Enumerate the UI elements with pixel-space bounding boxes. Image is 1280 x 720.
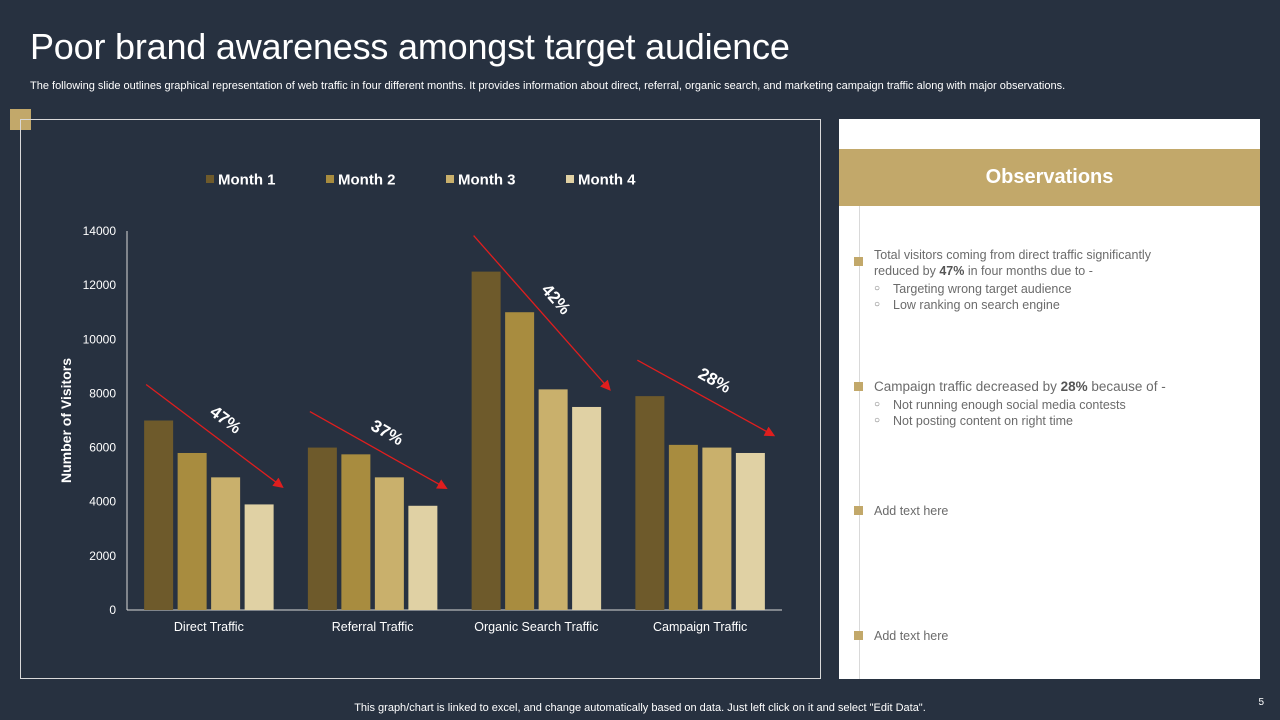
y-tick-label: 10000 — [83, 332, 117, 346]
y-tick-label: 14000 — [83, 224, 117, 238]
trend-arrow — [637, 359, 776, 437]
bar — [668, 444, 698, 610]
bar — [244, 504, 274, 610]
bar — [538, 389, 568, 610]
slide-subtitle: The following slide outlines graphical r… — [30, 80, 1066, 92]
bar — [702, 447, 732, 610]
bar — [341, 454, 371, 610]
bullet-square — [854, 257, 863, 266]
observation-sublist: Targeting wrong target audience Low rank… — [874, 281, 1184, 313]
x-tick-label: Referral Traffic — [332, 620, 414, 634]
sub-point: Targeting wrong target audience — [874, 281, 1184, 297]
y-tick-label: 0 — [109, 603, 116, 617]
bullet-square — [854, 506, 863, 515]
y-tick-label: 6000 — [89, 441, 116, 455]
observation-text: Campaign traffic decreased by 28% becaus… — [874, 379, 1184, 429]
bar — [471, 271, 501, 610]
legend-swatch — [446, 175, 454, 183]
x-tick-label: Direct Traffic — [174, 620, 244, 634]
bar — [374, 477, 404, 610]
trend-arrow — [145, 383, 284, 488]
chart-frame — [20, 119, 821, 679]
bar — [307, 447, 337, 610]
x-tick-label: Campaign Traffic — [653, 620, 747, 634]
y-tick-label: 2000 — [89, 549, 116, 563]
y-tick-label: 12000 — [83, 278, 117, 292]
x-tick-label: Organic Search Traffic — [474, 620, 598, 634]
sub-point: Not running enough social media contests — [874, 397, 1184, 413]
observations-header: Observations — [839, 149, 1260, 206]
observation-text: Add text here — [874, 629, 949, 643]
legend-label: Month 1 — [218, 172, 276, 189]
bar-chart: 0 2000 4000 6000 8000 10000 12000 14000 Number o… — [58, 172, 782, 634]
bar — [635, 396, 665, 610]
decline-percent-label: 47% — [206, 402, 245, 438]
bar — [408, 505, 438, 610]
legend-swatch — [206, 175, 214, 183]
bar — [505, 312, 535, 610]
decline-percent-label: 28% — [695, 364, 734, 397]
legend-label: Month 4 — [578, 172, 636, 189]
legend-swatch — [326, 175, 334, 183]
observation-sublist: Not running enough social media contests… — [874, 397, 1184, 429]
sub-point: Low ranking on search engine — [874, 297, 1184, 313]
bar — [735, 452, 765, 610]
bar — [572, 406, 602, 610]
trend-arrow — [309, 411, 448, 490]
legend-label: Month 3 — [458, 172, 516, 189]
observations-title: Observations — [985, 166, 1114, 188]
observation-text: Total visitors coming from direct traffi… — [874, 247, 1184, 313]
observations-panel: Observations Total visitors coming from … — [839, 119, 1260, 679]
legend-swatch — [566, 175, 574, 183]
observations-timeline — [859, 206, 860, 679]
trend-arrow — [473, 235, 611, 391]
bullet-square — [854, 631, 863, 640]
bullet-square — [854, 382, 863, 391]
decline-percent-label: 42% — [538, 280, 575, 318]
page-number: 5 — [1258, 697, 1264, 708]
footer-note: This graph/chart is linked to excel, and… — [354, 702, 926, 714]
y-tick-label: 8000 — [89, 386, 116, 400]
slide-title: Poor brand awareness amongst target audi… — [30, 26, 790, 67]
decline-percent-label: 37% — [368, 416, 407, 449]
legend-label: Month 2 — [338, 172, 396, 189]
observation-text: Add text here — [874, 504, 949, 518]
bar — [211, 477, 241, 610]
sub-point: Not posting content on right time — [874, 413, 1184, 429]
y-axis-title: Number of Visitors — [58, 358, 74, 483]
y-tick-label: 4000 — [89, 495, 116, 509]
bar — [144, 420, 174, 610]
bar — [177, 452, 207, 610]
